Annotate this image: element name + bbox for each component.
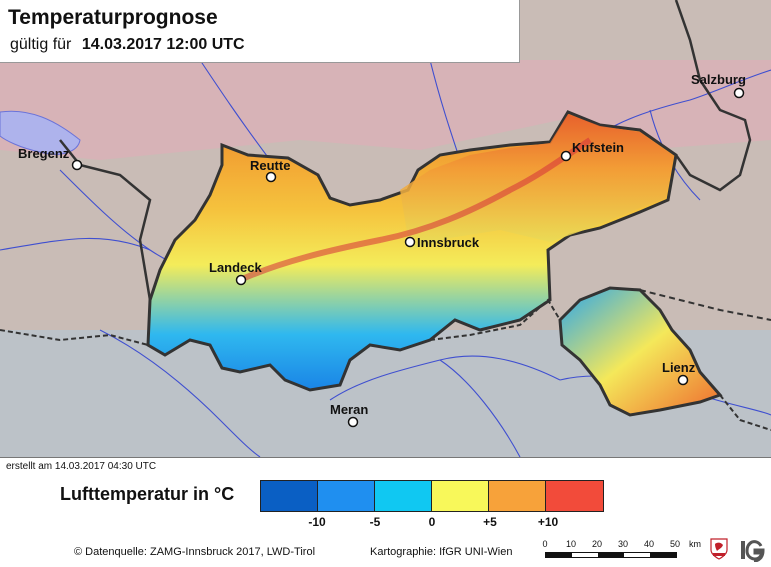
- swatch-4: [432, 481, 489, 511]
- ig-logo: [741, 540, 765, 562]
- tirol-logo: [710, 538, 728, 560]
- city-salzburg: Salzburg: [691, 72, 746, 99]
- swatch-1: [261, 481, 318, 511]
- south-tyrol-region: [0, 330, 771, 457]
- city-bregenz: Bregenz: [18, 146, 83, 171]
- inn-valley: [238, 137, 592, 283]
- svg-text:Kufstein: Kufstein: [572, 140, 624, 155]
- swatch-3: [375, 481, 432, 511]
- svg-text:Bregenz: Bregenz: [18, 146, 70, 161]
- scale-bar-graphic: [545, 552, 677, 558]
- svg-text:Lienz: Lienz: [662, 360, 696, 375]
- validity-date: 14.03.2017 12:00 UTC: [81, 36, 245, 53]
- svg-text:Salzburg: Salzburg: [691, 72, 746, 87]
- legend-title: Lufttemperatur in °C: [60, 484, 235, 504]
- italy-border: [429, 298, 561, 341]
- swatch-2: [318, 481, 375, 511]
- tick-label: -10: [308, 515, 326, 529]
- swatch-6: [546, 481, 603, 511]
- title-box: Temperaturprognose gültig für 14.03.2017…: [0, 0, 520, 63]
- color-scale: [260, 480, 604, 512]
- scale-label: 40: [643, 539, 655, 549]
- validity-prefix: gültig für: [10, 36, 72, 53]
- tick-label: -5: [369, 515, 381, 529]
- scale-label: 30: [617, 539, 629, 549]
- svg-text:Innsbruck: Innsbruck: [417, 235, 480, 250]
- scale-label: 10: [565, 539, 577, 549]
- scale-label: 0: [542, 539, 548, 549]
- tick-label: +5: [483, 515, 497, 529]
- swatch-5: [489, 481, 546, 511]
- swiss-border: [0, 329, 149, 346]
- city-reutte: Reutte: [250, 158, 290, 183]
- svg-text:Meran: Meran: [330, 402, 368, 417]
- germany-region: [0, 60, 771, 160]
- city-meran: Meran: [330, 402, 368, 428]
- city-lienz: Lienz: [662, 360, 696, 386]
- svg-text:Landeck: Landeck: [209, 260, 263, 275]
- cartography-credit: Kartographie: IfGR UNI-Wien: [370, 546, 513, 558]
- city-kufstein: Kufstein: [560, 140, 624, 162]
- map-title: Temperaturprognose: [8, 6, 218, 29]
- city-innsbruck: Innsbruck: [404, 235, 480, 250]
- salzburg-border: [674, 0, 752, 192]
- legend-panel: erstellt am 14.03.2017 04:30 UTC Lufttem…: [0, 457, 771, 567]
- tick-label: 0: [428, 515, 436, 529]
- carinthia-border: [719, 394, 771, 431]
- data-source: © Datenquelle: ZAMG-Innsbruck 2017, LWD-…: [74, 546, 316, 558]
- tick-label: +10: [537, 515, 559, 529]
- salzburg-south-border: [639, 289, 771, 321]
- validity-line: gültig für 14.03.2017 12:00 UTC: [10, 36, 245, 54]
- svg-text:Reutte: Reutte: [250, 158, 290, 173]
- scale-label: km: [689, 539, 701, 549]
- inn-valley-warm: [400, 114, 674, 250]
- temperature-map: Salzburg Bregenz Kufstein Reutte Innsbru…: [0, 0, 771, 457]
- scale-label: 20: [591, 539, 603, 549]
- city-landeck: Landeck: [209, 260, 263, 286]
- scale-label: 50: [669, 539, 681, 549]
- created-timestamp: erstellt am 14.03.2017 04:30 UTC: [6, 461, 157, 472]
